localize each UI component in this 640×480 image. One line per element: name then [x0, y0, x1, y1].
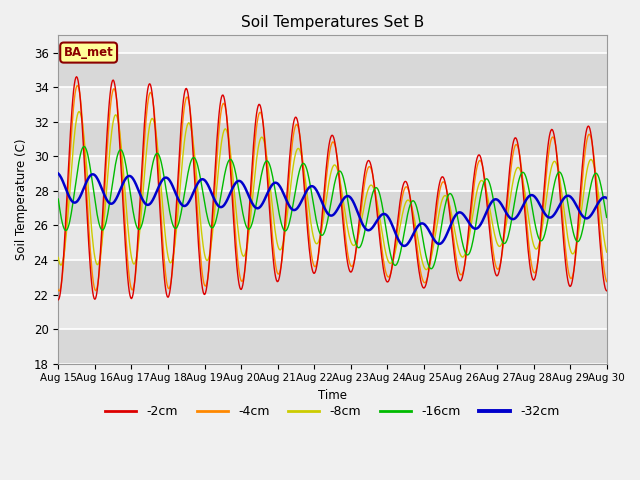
Title: Soil Temperatures Set B: Soil Temperatures Set B — [241, 15, 424, 30]
Bar — [58, 87, 607, 122]
Bar — [58, 122, 607, 156]
Y-axis label: Soil Temperature (C): Soil Temperature (C) — [15, 139, 28, 260]
X-axis label: Time: Time — [318, 389, 347, 402]
Bar — [58, 53, 607, 87]
Bar — [58, 295, 607, 329]
Bar — [58, 191, 607, 226]
Bar — [58, 226, 607, 260]
Bar — [58, 329, 607, 364]
Bar — [58, 156, 607, 191]
Text: BA_met: BA_met — [64, 46, 113, 59]
Legend: -2cm, -4cm, -8cm, -16cm, -32cm: -2cm, -4cm, -8cm, -16cm, -32cm — [100, 400, 564, 423]
Bar — [58, 260, 607, 295]
